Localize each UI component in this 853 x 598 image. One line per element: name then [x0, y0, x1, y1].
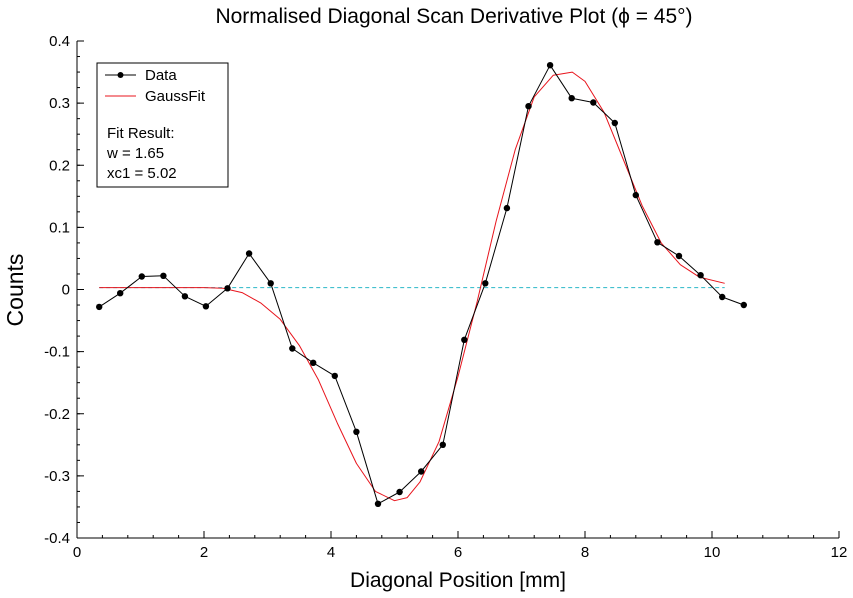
y-axis: -0.4 -0.3 -0.2 -0.1 0 0.1 0.2 0.3 0.4 — [44, 33, 84, 547]
y-tick-label: 0.2 — [49, 157, 70, 174]
data-point — [632, 191, 639, 199]
legend-data-marker — [117, 72, 124, 78]
data-point — [181, 293, 189, 300]
y-tick-label: -0.2 — [44, 406, 70, 423]
fit-result-w: w = 1.65 — [106, 145, 164, 162]
data-point — [374, 500, 382, 507]
data-point — [160, 272, 167, 279]
data-point — [418, 468, 425, 475]
y-tick-label: 0.1 — [49, 219, 70, 236]
legend-box — [96, 62, 229, 188]
data-point — [590, 99, 597, 106]
data-point — [396, 488, 403, 496]
fit-result-xc1: xc1 = 5.02 — [107, 165, 177, 182]
data-point — [525, 103, 532, 110]
data-point — [439, 441, 446, 448]
legend-data-label: Data — [145, 67, 177, 84]
x-tick-label: 10 — [704, 544, 721, 561]
x-axis: 0 2 4 6 8 10 12 — [73, 531, 848, 561]
data-point — [719, 293, 726, 301]
x-tick-label: 4 — [327, 544, 335, 561]
data-point — [96, 303, 103, 311]
data-point — [245, 250, 253, 257]
y-tick-label: -0.3 — [44, 468, 70, 485]
y-axis-label: Counts — [2, 254, 28, 327]
data-point — [353, 428, 360, 435]
x-tick-label: 0 — [73, 544, 81, 561]
data-point — [331, 372, 338, 380]
x-tick-label: 2 — [200, 544, 208, 561]
data-point — [267, 280, 274, 287]
data-point — [675, 252, 683, 260]
data-point — [740, 301, 747, 309]
fit-result-heading: Fit Result: — [107, 125, 175, 142]
data-point — [461, 336, 468, 343]
data-point — [503, 204, 511, 212]
y-tick-label: -0.4 — [44, 530, 70, 547]
y-tick-label: -0.1 — [44, 344, 70, 361]
x-tick-label: 6 — [454, 544, 462, 561]
chart-title: Normalised Diagonal Scan Derivative Plot… — [215, 5, 692, 28]
data-point — [289, 345, 296, 352]
data-point — [482, 280, 489, 287]
x-tick-label: 8 — [581, 544, 589, 561]
legend-fit-label: GaussFit — [145, 88, 206, 105]
data-point — [568, 95, 575, 102]
data-point — [310, 359, 317, 366]
data-point — [546, 61, 554, 69]
y-tick-label: 0.3 — [49, 95, 70, 112]
data-point — [224, 285, 231, 292]
data-point — [117, 290, 124, 297]
x-tick-label: 12 — [831, 544, 848, 561]
data-point — [654, 239, 661, 246]
series-layer — [96, 61, 747, 507]
data-point — [697, 272, 704, 279]
x-axis-label: Diagonal Position [mm] — [350, 569, 566, 592]
data-point — [611, 119, 618, 127]
y-tick-label: 0.4 — [49, 33, 70, 50]
legend: Data GaussFit Fit Result: w = 1.65 xc1 =… — [96, 62, 229, 188]
data-point — [202, 303, 210, 310]
data-point — [138, 273, 145, 280]
y-tick-label: 0 — [62, 282, 70, 299]
